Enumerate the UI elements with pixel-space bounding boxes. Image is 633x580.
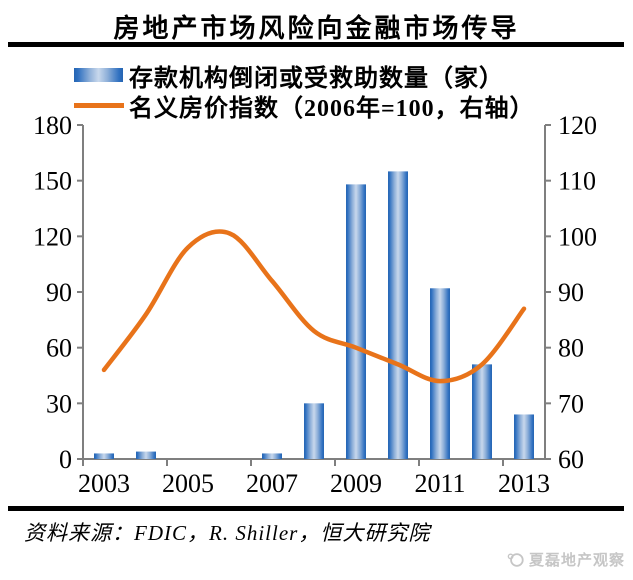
axes (77, 124, 551, 466)
svg-text:2005: 2005 (162, 469, 214, 498)
chart-title: 房地产市场风险向金融市场传导 (113, 14, 520, 43)
watermark-label: 夏磊地产观察 (528, 552, 625, 569)
svg-text:100: 100 (558, 222, 597, 251)
svg-text:60: 60 (46, 334, 72, 363)
svg-text:120: 120 (558, 111, 597, 140)
chart-canvas: 0 30 60 90 120 150 180 60 70 80 90 100 110 120 2003 200… (33, 111, 597, 498)
legend-label-bars: 存款机构倒闭或受救助数量（家） (129, 65, 504, 92)
svg-text:150: 150 (33, 167, 72, 196)
legend-item-bars: 存款机构倒闭或受救助数量（家） (74, 60, 535, 92)
legend: 存款机构倒闭或受救助数量（家） 名义房价指数（2006年=100，右轴） (74, 60, 535, 122)
top-divider (8, 42, 624, 47)
legend-item-line: 名义房价指数（2006年=100，右轴） (74, 90, 535, 122)
legend-label-line: 名义房价指数（2006年=100，右轴） (129, 95, 535, 122)
svg-text:2011: 2011 (414, 469, 465, 498)
svg-text:0: 0 (59, 445, 72, 474)
svg-text:60: 60 (558, 445, 584, 474)
svg-text:110: 110 (558, 167, 596, 196)
svg-text:2007: 2007 (246, 469, 298, 498)
svg-text:90: 90 (558, 278, 584, 307)
watermark-logo-icon (507, 552, 524, 567)
svg-text:80: 80 (558, 334, 584, 363)
svg-text:90: 90 (46, 278, 72, 307)
watermark: 夏磊地产观察 (507, 549, 625, 570)
bottom-divider (8, 506, 624, 511)
svg-text:2003: 2003 (78, 469, 130, 498)
svg-text:120: 120 (33, 222, 72, 251)
source-note: 资料来源：FDIC，R. Shiller，恒大研究院 (24, 521, 431, 545)
bars-series (94, 171, 534, 459)
axis-labels: 0 30 60 90 120 150 180 60 70 80 90 100 110 120 2003 200… (33, 111, 597, 498)
line-series-swatch-icon (74, 102, 124, 108)
svg-text:2013: 2013 (498, 469, 550, 498)
price-index-line (101, 229, 527, 384)
svg-text:2009: 2009 (330, 469, 382, 498)
bar-series-swatch-icon (74, 68, 123, 82)
svg-text:70: 70 (558, 389, 584, 418)
svg-text:30: 30 (46, 389, 72, 418)
svg-text:180: 180 (33, 111, 72, 140)
